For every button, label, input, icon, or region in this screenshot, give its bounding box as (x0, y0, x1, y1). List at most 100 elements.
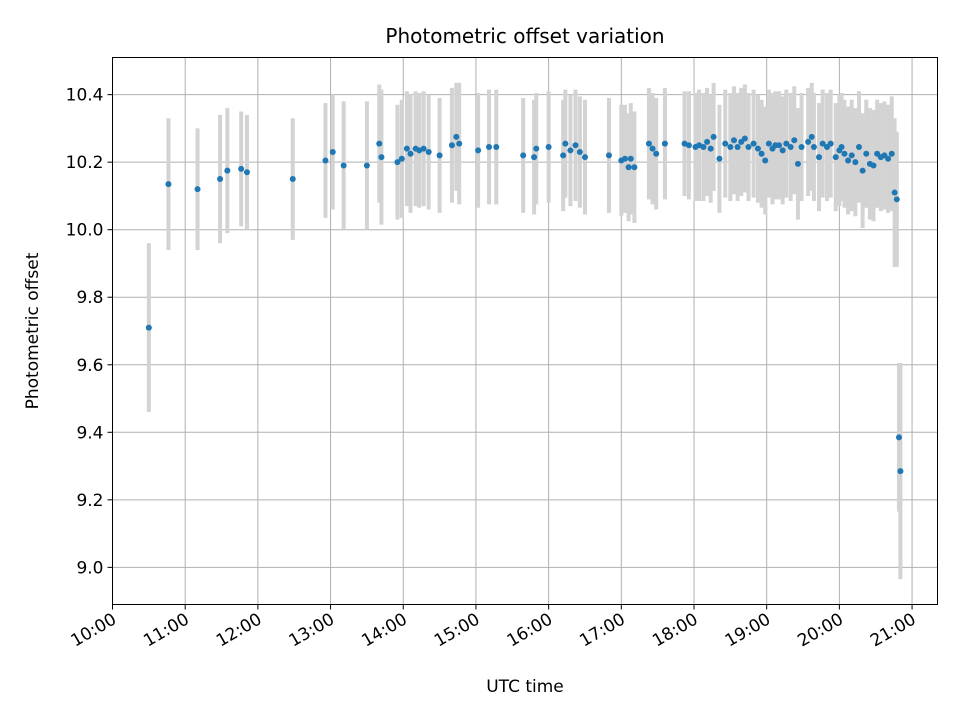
data-point (704, 138, 711, 145)
data-point (653, 150, 660, 157)
data-point (716, 155, 723, 162)
y-tick-label: 9.8 (76, 288, 103, 308)
data-point (863, 150, 870, 157)
y-tick-label: 9.2 (76, 491, 103, 511)
data-point (420, 145, 427, 152)
data-point (750, 140, 757, 147)
data-point (845, 157, 852, 164)
data-point (486, 143, 493, 150)
data-point (758, 150, 765, 157)
data-point (838, 143, 845, 150)
data-point (891, 189, 898, 196)
data-point (560, 152, 567, 159)
data-point (631, 164, 638, 171)
data-point (533, 145, 540, 152)
data-point (794, 160, 801, 167)
data-point (700, 143, 707, 150)
data-point (885, 155, 892, 162)
y-tick-label: 10.2 (66, 153, 104, 173)
data-point (581, 154, 588, 161)
data-point (779, 147, 786, 154)
data-point (762, 157, 769, 164)
data-point (816, 154, 823, 161)
data-point (605, 152, 612, 159)
data-point (238, 165, 245, 172)
x-axis-label: UTC time (486, 677, 564, 697)
data-point (848, 152, 855, 159)
y-axis-ticks: 9.0 9.2 9.4 9.6 9.8 10.0 10.2 10.4 (66, 86, 113, 578)
data-point (394, 159, 401, 166)
data-point (425, 149, 432, 156)
data-points (145, 133, 904, 475)
data-point (627, 155, 634, 162)
data-point (685, 142, 692, 149)
data-point (819, 140, 826, 147)
data-point (722, 140, 729, 147)
data-point (576, 149, 583, 156)
y-tick-label: 9.4 (76, 423, 103, 443)
data-point (808, 133, 815, 140)
data-point (378, 154, 385, 161)
data-point (322, 157, 329, 164)
data-point (403, 145, 410, 152)
data-point (895, 434, 902, 441)
data-point (398, 155, 405, 162)
data-point (165, 181, 172, 188)
data-point (224, 167, 231, 174)
data-point (897, 468, 904, 475)
data-point (562, 140, 569, 147)
data-point (870, 162, 877, 169)
data-point (329, 149, 336, 156)
data-point (456, 140, 463, 147)
data-point (707, 145, 714, 152)
data-point (436, 152, 443, 159)
data-point (649, 145, 656, 152)
plot-frame (112, 57, 938, 605)
data-point (340, 162, 347, 169)
data-point (243, 169, 250, 176)
data-point (453, 133, 460, 140)
data-point (448, 142, 455, 149)
data-point (754, 145, 761, 152)
data-point (661, 140, 668, 147)
data-point (787, 143, 794, 150)
data-point (776, 142, 783, 149)
data-point (832, 154, 839, 161)
data-point (217, 176, 224, 183)
data-point (407, 150, 414, 157)
data-point (745, 143, 752, 150)
data-point (741, 135, 748, 142)
data-point (363, 162, 370, 169)
data-point (493, 143, 500, 150)
y-tick-label: 10.0 (66, 221, 104, 241)
data-point (765, 140, 772, 147)
data-point (791, 137, 798, 144)
chart-title: Photometric offset variation (385, 24, 664, 48)
data-point (545, 143, 552, 150)
data-point (841, 150, 848, 157)
y-axis-label: Photometric offset (23, 252, 43, 409)
data-point (572, 142, 579, 149)
data-point (475, 147, 482, 154)
data-point (855, 143, 862, 150)
data-point (805, 138, 812, 145)
data-point (289, 176, 296, 183)
data-point (798, 143, 805, 150)
data-point (730, 137, 737, 144)
data-point (621, 155, 628, 162)
data-point (531, 154, 538, 161)
data-point (567, 147, 574, 154)
data-point (710, 133, 717, 140)
y-tick-label: 9.6 (76, 356, 103, 376)
data-point (520, 152, 527, 159)
data-point (145, 324, 152, 331)
data-point (859, 167, 866, 174)
data-point (810, 143, 817, 150)
data-point (376, 140, 383, 147)
data-point (783, 140, 790, 147)
data-point (893, 196, 900, 203)
data-point (625, 164, 632, 171)
data-point (827, 140, 834, 147)
data-point (645, 140, 652, 147)
